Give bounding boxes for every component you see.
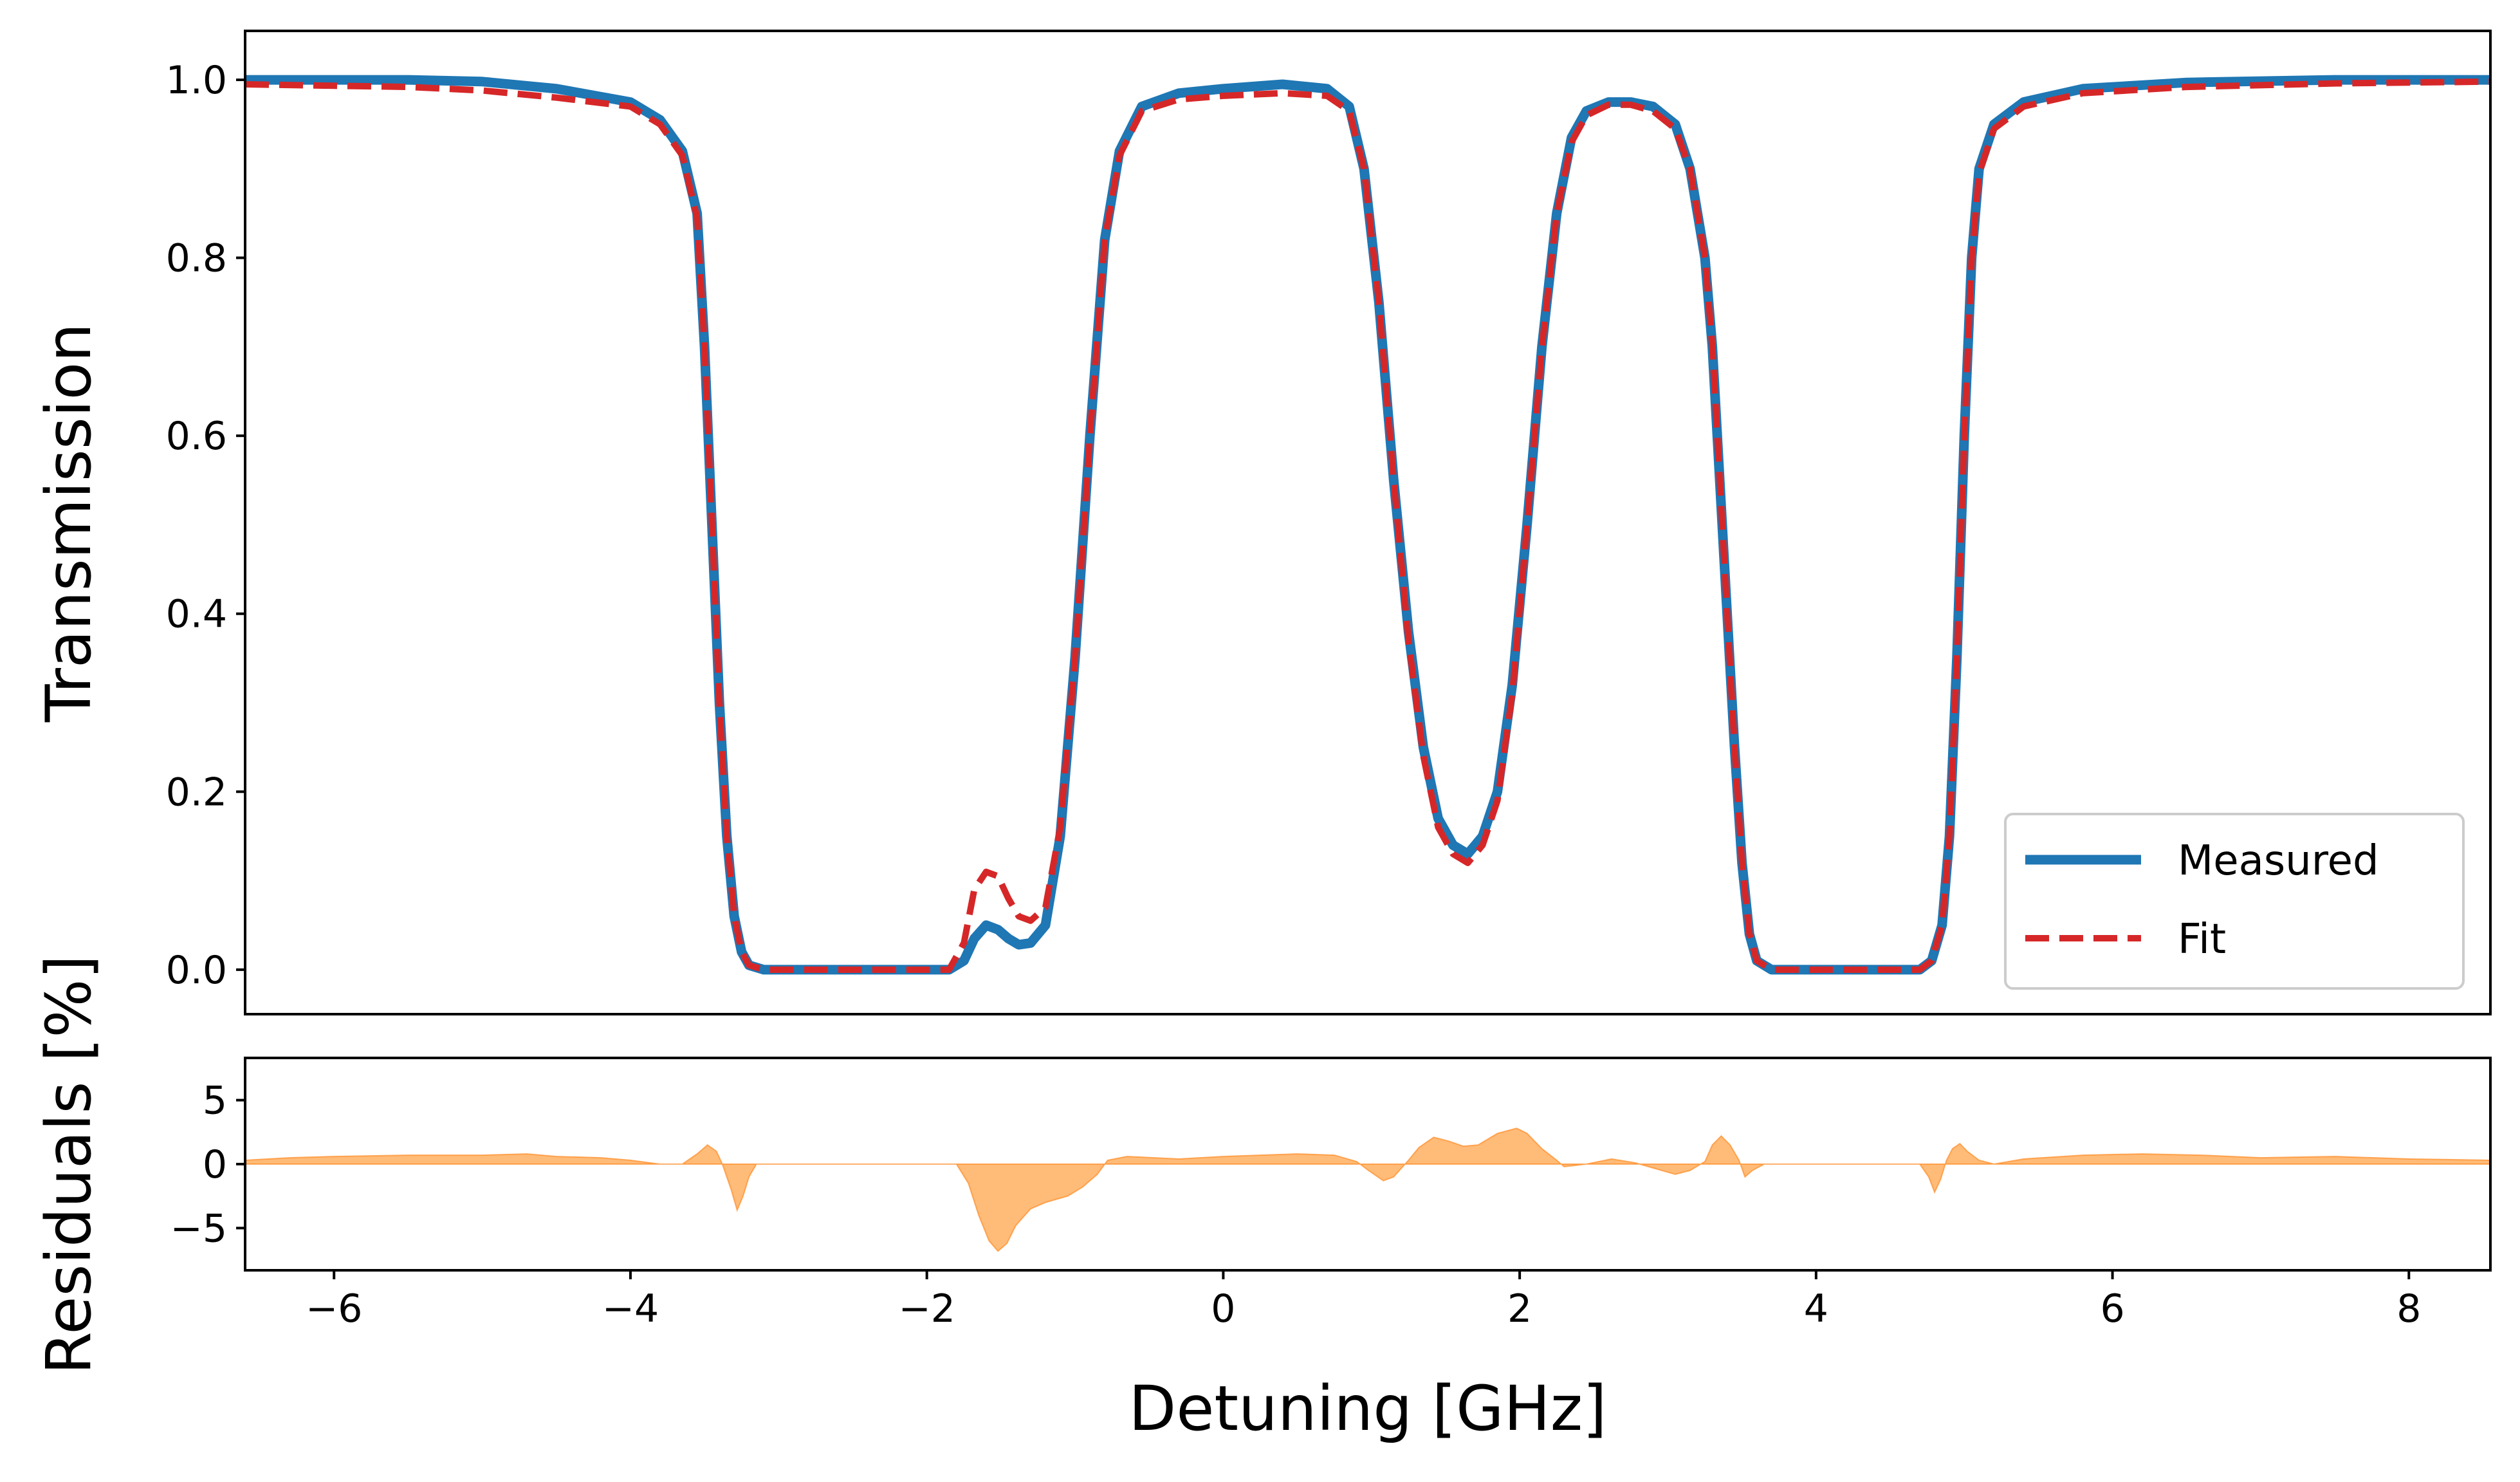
- x-tick-label: 8: [2396, 1286, 2421, 1331]
- residual-y-tick-label: −5: [170, 1206, 227, 1251]
- legend-label-fit: Fit: [2178, 916, 2226, 963]
- x-tick-label: 2: [1507, 1286, 1532, 1331]
- residual-y-tick-label: 0: [203, 1142, 227, 1187]
- x-tick-label: −2: [898, 1286, 955, 1331]
- transmission-panel: 0.0 0.2 0.4 0.6 0.8 1.0 Transmission Measured…: [33, 30, 2492, 1015]
- y-tick-label: 0.6: [166, 414, 227, 459]
- x-tick-label: 6: [2100, 1286, 2124, 1331]
- y-tick-label: 0.0: [166, 948, 227, 993]
- residuals-x-ticks: −6 −4 −2 0 2 4 6 8: [306, 1270, 2421, 1331]
- residuals-panel: −5 0 5 −6 −4 −2 0 2 4 6 8 Residuals [%] Detuning …: [33, 955, 2492, 1445]
- y-tick-label: 0.8: [166, 236, 227, 281]
- y-tick-label: 0.4: [166, 592, 227, 637]
- x-tick-label: −4: [602, 1286, 659, 1331]
- series-line-fit: [245, 78, 2490, 973]
- y-tick-label: 1.0: [166, 58, 227, 103]
- residuals-plot-frame: [244, 1057, 2492, 1272]
- residual-y-tick-label: 5: [203, 1079, 227, 1124]
- transmission-y-ticks: 0.0 0.2 0.4 0.6 0.8 1.0: [166, 58, 245, 993]
- transmission-series-group: [245, 75, 2490, 975]
- x-tick-label: −6: [306, 1286, 362, 1331]
- residuals-y-axis-label: Residuals [%]: [33, 955, 105, 1375]
- legend: Measured Fit: [2004, 813, 2465, 990]
- x-axis-label: Detuning [GHz]: [1128, 1373, 1606, 1445]
- legend-label-measured: Measured: [2178, 837, 2379, 885]
- residuals-area: [245, 1127, 2490, 1252]
- residuals-series-group: [245, 1127, 2490, 1252]
- transmission-y-axis-label: Transmission: [33, 323, 105, 723]
- residuals-y-ticks: −5 0 5: [170, 1079, 245, 1251]
- y-tick-label: 0.2: [166, 770, 227, 815]
- x-tick-label: 4: [1804, 1286, 1828, 1331]
- x-tick-label: 0: [1211, 1286, 1235, 1331]
- transmission-plot-frame: [244, 30, 2492, 1015]
